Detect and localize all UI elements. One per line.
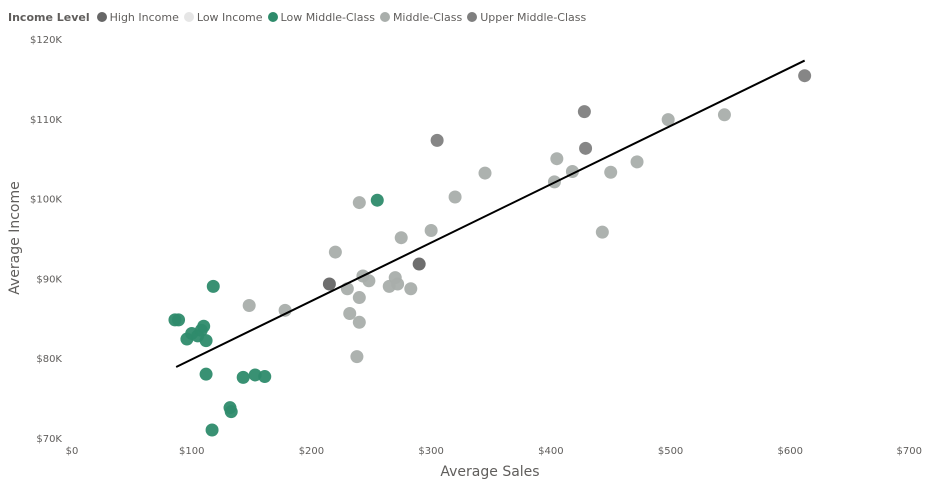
legend-item-high-income[interactable]: High Income bbox=[96, 10, 179, 24]
data-point-low-middle-class[interactable] bbox=[199, 367, 213, 381]
data-point-low-middle-class[interactable] bbox=[248, 368, 262, 382]
x-tick-label: $0 bbox=[66, 446, 79, 457]
data-point-middle-class[interactable] bbox=[630, 155, 644, 169]
legend-label: Low Middle-Class bbox=[280, 10, 375, 24]
data-point-middle-class[interactable] bbox=[343, 307, 357, 321]
y-tick-label: $80K bbox=[36, 354, 62, 365]
y-tick-label: $70K bbox=[36, 434, 62, 445]
data-point-upper-middle-class[interactable] bbox=[798, 69, 812, 83]
data-point-upper-middle-class[interactable] bbox=[430, 133, 444, 147]
legend-swatch bbox=[379, 12, 390, 22]
data-point-middle-class[interactable] bbox=[362, 274, 376, 288]
legend-label: Low Income bbox=[196, 10, 263, 24]
data-point-low-middle-class[interactable] bbox=[172, 313, 186, 327]
data-point-middle-class[interactable] bbox=[604, 165, 618, 179]
legend: Income Level High Income Low Income Low … bbox=[8, 9, 591, 25]
data-point-low-middle-class[interactable] bbox=[224, 405, 238, 419]
data-point-middle-class[interactable] bbox=[242, 299, 256, 313]
legend-title: Income Level bbox=[8, 10, 90, 24]
y-tick-label: $120K bbox=[30, 35, 62, 46]
legend-label: Upper Middle-Class bbox=[480, 10, 587, 24]
data-point-middle-class[interactable] bbox=[661, 113, 675, 127]
data-point-middle-class[interactable] bbox=[391, 277, 405, 291]
data-point-middle-class[interactable] bbox=[350, 350, 364, 364]
x-tick-label: $600 bbox=[778, 446, 803, 457]
x-tick-label: $200 bbox=[299, 446, 324, 457]
data-point-middle-class[interactable] bbox=[448, 190, 462, 204]
y-tick-label: $100K bbox=[30, 195, 62, 206]
data-point-middle-class[interactable] bbox=[424, 224, 438, 238]
data-point-low-middle-class[interactable] bbox=[258, 370, 272, 384]
data-point-upper-middle-class[interactable] bbox=[579, 141, 593, 155]
data-point-low-middle-class[interactable] bbox=[205, 423, 219, 437]
data-point-low-middle-class[interactable] bbox=[197, 319, 211, 333]
legend-swatch bbox=[96, 12, 107, 22]
y-tick-label: $110K bbox=[30, 115, 62, 126]
data-point-middle-class[interactable] bbox=[394, 231, 408, 245]
data-point-middle-class[interactable] bbox=[352, 315, 366, 329]
data-point-middle-class[interactable] bbox=[328, 245, 342, 259]
trend-line bbox=[175, 59, 806, 368]
data-point-middle-class[interactable] bbox=[278, 303, 292, 317]
x-tick-label: $700 bbox=[897, 446, 922, 457]
legend-label: High Income bbox=[109, 10, 179, 24]
data-point-middle-class[interactable] bbox=[595, 225, 609, 239]
data-points bbox=[168, 69, 812, 437]
data-point-middle-class[interactable] bbox=[717, 108, 731, 122]
data-point-low-middle-class[interactable] bbox=[199, 334, 213, 348]
trend-line-group bbox=[175, 59, 806, 368]
data-point-low-middle-class[interactable] bbox=[236, 370, 250, 384]
data-point-high-income[interactable] bbox=[412, 257, 426, 271]
data-point-upper-middle-class[interactable] bbox=[577, 105, 591, 119]
legend-swatch bbox=[267, 12, 278, 22]
data-point-middle-class[interactable] bbox=[404, 282, 418, 296]
data-point-low-middle-class[interactable] bbox=[206, 279, 220, 293]
data-point-middle-class[interactable] bbox=[352, 291, 366, 305]
legend-label: Middle-Class bbox=[392, 10, 463, 24]
legend-swatch bbox=[183, 12, 194, 22]
legend-swatch bbox=[467, 12, 478, 22]
legend-item-low-middle-class[interactable]: Low Middle-Class bbox=[267, 10, 375, 24]
x-tick-label: $400 bbox=[538, 446, 563, 457]
y-axis: $70K $80K $90K $100K $110K $120K bbox=[30, 35, 62, 445]
legend-item-upper-middle-class[interactable]: Upper Middle-Class bbox=[467, 11, 586, 24]
data-point-high-income[interactable] bbox=[322, 277, 336, 291]
legend-item-low-income[interactable]: Low Income bbox=[183, 10, 263, 24]
data-point-middle-class[interactable] bbox=[478, 166, 492, 180]
x-axis-title: Average Sales bbox=[440, 464, 539, 480]
data-point-middle-class[interactable] bbox=[352, 196, 366, 210]
x-axis: $0 $100 $200 $300 $400 $500 $600 $700 bbox=[66, 446, 922, 457]
data-point-middle-class[interactable] bbox=[550, 152, 564, 166]
x-tick-label: $300 bbox=[418, 446, 443, 457]
x-tick-label: $100 bbox=[179, 446, 204, 457]
y-axis-title: Average Income bbox=[7, 181, 23, 294]
x-tick-label: $500 bbox=[658, 446, 683, 457]
y-tick-label: $90K bbox=[36, 274, 62, 285]
legend-item-middle-class[interactable]: Middle-Class bbox=[379, 10, 463, 24]
data-point-low-middle-class[interactable] bbox=[370, 193, 384, 207]
